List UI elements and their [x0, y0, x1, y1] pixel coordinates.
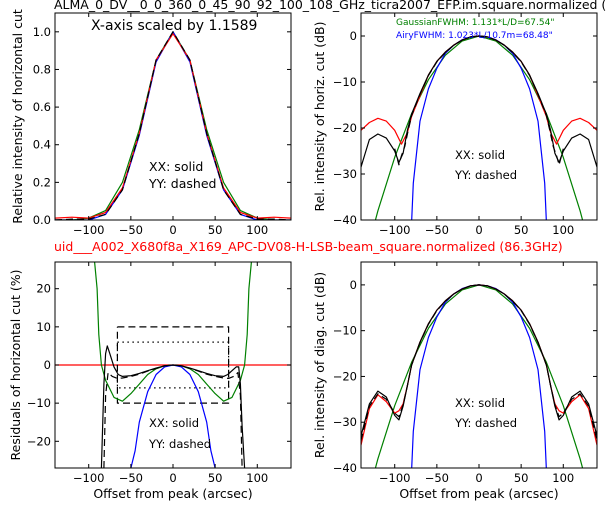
x-tick-label: −100 [379, 223, 411, 237]
x-tick-label: 100 [246, 471, 268, 485]
x-tick-label: −50 [119, 471, 143, 485]
series-line-black-dashed [55, 31, 291, 220]
x-tick-label: −50 [425, 223, 449, 237]
series-line-blue-solid [411, 284, 547, 468]
y-tick-label: −20 [333, 369, 357, 383]
y-tick-label: −40 [333, 461, 357, 475]
series-line-black-dashed [394, 35, 564, 166]
series-line-black-dashed [361, 284, 597, 441]
y-tick-label: −30 [333, 415, 357, 429]
x-axis-label: Offset from peak (arcsec) [93, 486, 252, 501]
y-axis-label: Residuals of horizontal cut (%) [8, 270, 23, 461]
annotation: XX: solid [149, 159, 203, 174]
y-tick-label: 0.2 [33, 175, 51, 189]
figure-title-mid: uid___A002_X680f8a_X169_APC-DV08-H-LSB-b… [54, 239, 563, 254]
x-tick-label: 100 [552, 471, 574, 485]
legend-entry: GaussianFWHM: 1.131*L/D=67.54" [396, 18, 554, 28]
x-tick-label: 0 [475, 223, 482, 237]
y-tick-label: 0 [350, 29, 357, 43]
y-tick-label: 0 [350, 278, 357, 292]
series-line-black-solid [100, 345, 246, 468]
y-tick-label: 0 [44, 358, 51, 372]
annotation: XX: solid [455, 396, 505, 410]
x-tick-label: 50 [514, 471, 529, 485]
annotation: XX: solid [455, 148, 505, 162]
series-line-black-solid [361, 284, 597, 437]
y-axis-label: Relative intensity of horizontal cut [10, 9, 25, 224]
y-tick-label: 10 [36, 320, 51, 334]
x-tick-label: −100 [73, 471, 105, 485]
x-tick-label: −100 [379, 471, 411, 485]
x-tick-label: 50 [208, 471, 223, 485]
x-tick-label: 50 [514, 223, 529, 237]
panel-top-left: −100 −50 0 50 100 0.0 0.2 0.4 0.6 0.8 1.0 Relative … [10, 9, 292, 237]
plot-area [361, 284, 597, 468]
y-tick-label: −20 [333, 121, 357, 135]
x-tick-label: 100 [246, 223, 268, 237]
plot-area [55, 262, 291, 468]
series-line-black-dashed [103, 364, 243, 468]
axes-frame [360, 12, 598, 221]
y-tick-label: −40 [333, 213, 357, 227]
x-tick-label: 0 [475, 471, 482, 485]
series-line-red-solid [55, 33, 291, 219]
x-tick-label: 0 [169, 223, 176, 237]
series-line-blue-solid [55, 31, 291, 220]
series-line-blue-solid [411, 35, 547, 220]
y-tick-label: 0.6 [33, 100, 51, 114]
plot-area [55, 31, 291, 220]
y-tick-label: −20 [27, 434, 51, 448]
series-line-green-solid [55, 31, 291, 220]
y-tick-label: 0.0 [33, 213, 51, 227]
annotation: YY: dashed [454, 416, 517, 430]
y-tick-label: 0.8 [33, 62, 51, 76]
y-axis-label: Rel. intensity of horiz. cut (dB) [312, 21, 327, 211]
y-tick-label: 20 [36, 282, 51, 296]
figure-title-top: ALMA_0_DV__0_0_360_0_45_90_92_100_108_GH… [54, 0, 606, 12]
series-line-black-dashed [116, 326, 230, 404]
y-axis-label: Rel. intensity of diag. cut (dB) [312, 272, 327, 458]
series-line-red-solid [361, 35, 597, 145]
x-tick-label: 0 [169, 471, 176, 485]
x-axis-label: Offset from peak (arcsec) [399, 486, 558, 501]
x-tick-label: 100 [552, 223, 574, 237]
x-tick-label: −100 [73, 223, 105, 237]
legend-entry: AiryFWHM: 1.023*L/10.7m=68.48" [396, 31, 553, 41]
y-tick-label: −10 [333, 75, 357, 89]
y-tick-label: 1.0 [33, 25, 51, 39]
x-tick-label: −50 [119, 223, 143, 237]
annotation: YY: dashed [454, 168, 517, 182]
x-tick-label: −50 [425, 471, 449, 485]
annotation: YY: dashed [148, 176, 216, 191]
y-tick-label: −30 [333, 167, 357, 181]
y-tick-label: −10 [27, 396, 51, 410]
plot-area [361, 35, 597, 220]
annotation: XX: solid [149, 416, 199, 430]
y-tick-label: 0.4 [33, 138, 51, 152]
x-tick-label: 50 [208, 223, 223, 237]
annotation: X-axis scaled by 1.1589 [91, 18, 257, 34]
y-tick-label: −10 [333, 324, 357, 338]
panels: −100 −50 0 50 1000.00.20.40.60.81.0Relative … [8, 9, 598, 501]
axes-frame [360, 261, 598, 469]
annotation: YY: dashed [148, 437, 211, 451]
series-line-green-solid [94, 262, 252, 402]
